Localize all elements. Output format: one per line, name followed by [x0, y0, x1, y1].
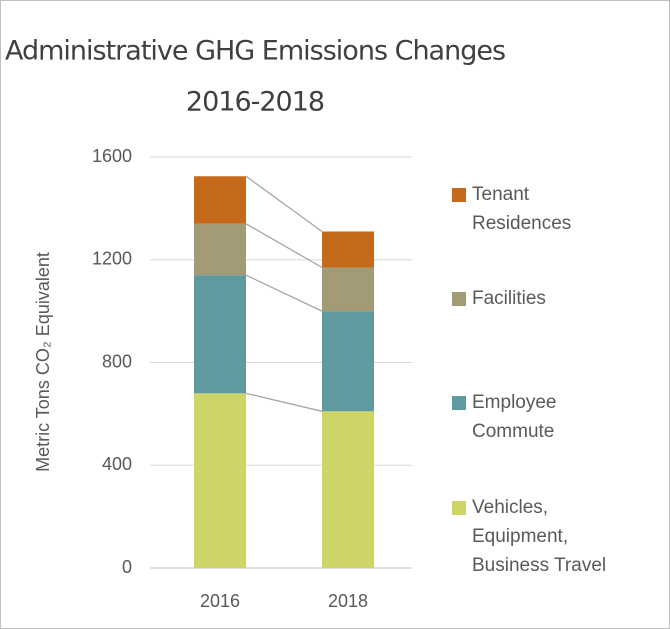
connector-line: [245, 223, 323, 269]
y-tick-label: 0: [122, 557, 132, 577]
legend-label: Facilities: [472, 288, 546, 309]
y-tick-label: 1600: [92, 146, 132, 166]
x-tick-label: 2016: [200, 591, 240, 611]
bar-segment: [322, 411, 374, 568]
bar-segment: [194, 223, 246, 276]
chart-title-line: Administrative GHG Emissions Changes: [5, 36, 505, 67]
x-tick-label: 2018: [328, 591, 368, 611]
legend-swatch: [452, 188, 466, 202]
legend-item: Employee Commute: [452, 388, 632, 446]
bar-segment: [194, 393, 246, 568]
bar-segment: [194, 176, 246, 224]
y-axis-label: Metric Tons CO₂ Equivalent: [33, 252, 53, 472]
connector-line: [245, 392, 323, 412]
legend-label: Employee Commute: [472, 392, 557, 442]
bar-segment: [322, 231, 374, 268]
legend-label: Vehicles, Equipment, Business Travel: [472, 497, 607, 576]
legend-swatch: [452, 501, 466, 515]
legend-item: Tenant Residences: [452, 180, 632, 238]
connector-line: [245, 274, 323, 312]
y-tick-label: 800: [102, 351, 132, 371]
legend-item: Facilities: [452, 284, 632, 313]
legend-label: Tenant Residences: [472, 184, 572, 234]
bar-segment: [194, 275, 246, 394]
bar-segment: [322, 311, 374, 412]
connector-line: [245, 175, 323, 233]
y-tick-label: 400: [102, 454, 132, 474]
bar-segment: [322, 267, 374, 312]
legend-swatch: [452, 396, 466, 410]
chart-title-line: 2016-2018: [186, 87, 324, 118]
y-tick-label: 1200: [92, 249, 132, 269]
legend-item: Vehicles, Equipment, Business Travel: [452, 493, 632, 580]
legend-swatch: [452, 292, 466, 306]
